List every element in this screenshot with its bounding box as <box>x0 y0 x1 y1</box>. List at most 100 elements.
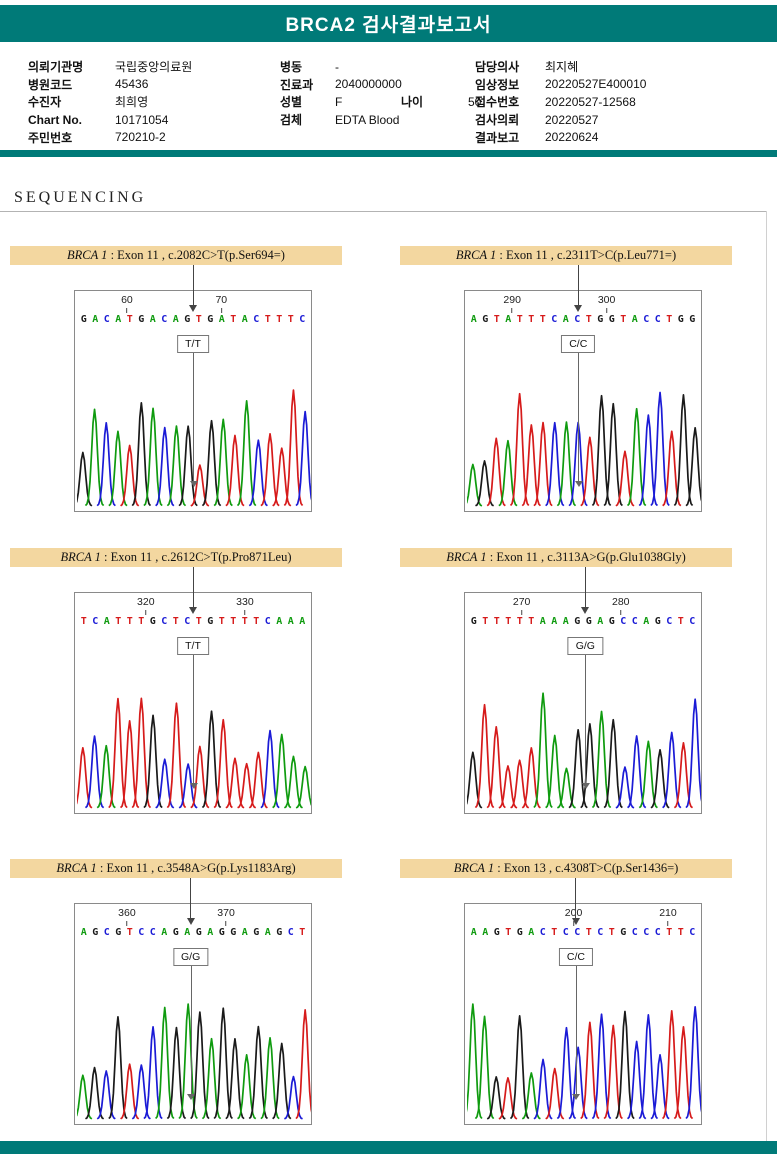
field-value: 최지혜 <box>545 60 579 75</box>
gene-name: BRCA 1 <box>67 248 108 262</box>
base-letter: G <box>470 616 477 627</box>
base-letter: A <box>539 616 546 627</box>
arrowhead-icon <box>189 481 198 487</box>
info-row: 병원코드 45436 <box>28 76 192 94</box>
gene-name: BRCA 1 <box>60 550 101 564</box>
info-row: 결과보고 20220624 <box>475 128 646 146</box>
arrowhead-icon <box>187 1094 196 1100</box>
field-label: 담당의사 <box>475 60 520 75</box>
base-letter: T <box>80 616 87 627</box>
base-letter: C <box>574 314 581 325</box>
gene-name: BRCA 1 <box>453 861 495 875</box>
base-letter: G <box>138 314 145 325</box>
base-letter: A <box>103 616 110 627</box>
tick-mark <box>511 307 513 313</box>
field-label: 결과보고 <box>475 130 520 145</box>
pointer-line <box>189 655 198 789</box>
base-letter: T <box>195 616 202 627</box>
position-number: 270 <box>513 597 530 615</box>
base-letter: T <box>172 616 179 627</box>
base-letter: A <box>241 314 248 325</box>
base-letter: G <box>493 927 500 938</box>
chromatogram-plot: 290 300 A G T A T T T C A C T G G T A C C T G G C/C <box>464 290 702 512</box>
field-value: 국립중앙의료원 <box>115 60 193 75</box>
base-letter: A <box>470 927 477 938</box>
base-letter: C <box>253 314 260 325</box>
base-letter: A <box>184 927 191 938</box>
tick-mark <box>126 307 128 313</box>
base-letter: T <box>253 616 260 627</box>
base-letter: G <box>230 927 237 938</box>
genotype-box: G/G <box>172 948 209 966</box>
base-letter: G <box>92 927 99 938</box>
variant-text: : Exon 11 , c.3113A>G(p.Glu1038Gly) <box>486 550 686 564</box>
base-letter: C <box>149 927 156 938</box>
base-letter: A <box>562 616 569 627</box>
genotype-box: T/T <box>177 335 209 353</box>
base-letter: C <box>631 927 638 938</box>
base-letter: G <box>597 314 604 325</box>
variant-label: BRCA 1 : Exon 11 , c.2082C>T(p.Ser694=) <box>10 246 342 265</box>
base-letter: T <box>666 927 673 938</box>
base-letter: T <box>482 616 489 627</box>
base-letter: A <box>92 314 99 325</box>
base-letter: A <box>528 927 535 938</box>
trace-peaks <box>467 692 701 809</box>
base-letter: G <box>689 314 696 325</box>
field-label: 검체 <box>280 113 303 128</box>
arrowhead-icon <box>189 607 197 614</box>
base-letter: G <box>574 616 581 627</box>
info-row: 진료과 2040000000 <box>280 76 481 94</box>
base-letter: G <box>184 314 191 325</box>
position-number: 330 <box>236 597 254 615</box>
position-number: 280 <box>612 597 630 615</box>
base-letter: C <box>161 616 168 627</box>
base-letter: T <box>585 927 592 938</box>
down-arrow-icon <box>189 567 198 614</box>
field-value: 10171054 <box>115 112 169 127</box>
base-letter: A <box>631 314 638 325</box>
base-letter: C <box>631 616 638 627</box>
base-letter: A <box>470 314 477 325</box>
base-letter: T <box>115 616 122 627</box>
tick-mark <box>126 920 128 926</box>
tick-mark <box>620 609 622 615</box>
info-row: 수진자 최희영 <box>28 93 192 111</box>
arrowhead-icon <box>581 607 590 614</box>
base-letter: G <box>608 616 615 627</box>
base-letter: T <box>666 314 673 325</box>
base-letter: G <box>677 314 684 325</box>
pointer-line <box>574 353 583 487</box>
field-label: 임상정보 <box>475 77 520 92</box>
gene-name: BRCA 1 <box>455 248 497 262</box>
base-letter: T <box>195 314 202 325</box>
base-letter: C <box>184 616 191 627</box>
field-label: 병원코드 <box>28 77 73 92</box>
variant-text: : Exon 11 , c.2082C>T(p.Ser694=) <box>107 248 285 262</box>
base-letter: T <box>126 616 133 627</box>
info-row: 주민번호 720210-2 <box>28 128 192 146</box>
base-letter: A <box>80 927 87 938</box>
base-letter: C <box>299 314 306 325</box>
base-letter: G <box>207 314 214 325</box>
variant-label: BRCA 1 : Exon 13 , c.4308T>C(p.Ser1436=) <box>400 859 732 878</box>
arrow-line <box>577 265 579 305</box>
tick-mark <box>244 609 246 615</box>
base-letter: A <box>643 616 650 627</box>
field-label: 접수번호 <box>475 95 520 110</box>
tick-mark <box>145 609 147 615</box>
patient-info-right: 담당의사 최지혜 임상정보 20220527E400010 접수번호 20220527-1… <box>475 58 646 146</box>
genotype-box: T/T <box>177 637 209 655</box>
base-letter: T <box>551 927 558 938</box>
arrow-line <box>575 878 577 918</box>
base-letter: T <box>677 616 684 627</box>
field-value: 20220527-12568 <box>545 94 636 109</box>
base-letter: C <box>103 314 110 325</box>
gene-name: BRCA 1 <box>56 861 97 875</box>
variant-label: BRCA 1 : Exon 11 , c.2311T>C(p.Leu771=) <box>400 246 732 265</box>
base-letter: G <box>80 314 87 325</box>
chromatogram-panel: BRCA 1 : Exon 11 , c.3113A>G(p.Glu1038Gl… <box>400 548 732 814</box>
base-letter: C <box>264 616 271 627</box>
base-letter: G <box>207 616 214 627</box>
